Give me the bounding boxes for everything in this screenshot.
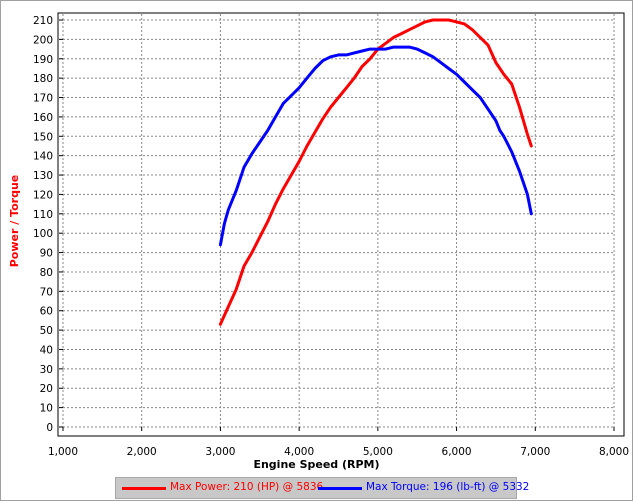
- series-line-0: [218, 18, 533, 326]
- y-axis-label: Power / Torque: [8, 174, 21, 268]
- y-tick-label: 10: [40, 403, 53, 415]
- legend-label-power: Max Power: 210 (HP) @ 5836: [170, 481, 324, 493]
- grid-lines: [62, 14, 615, 428]
- y-tick-label: 160: [33, 112, 53, 124]
- x-tick-label: 6,000: [442, 446, 472, 458]
- chart-plot: 0 10 20 30 40 50 60 70 80 90 100 110 120 130 140 150 160…: [33, 12, 629, 458]
- x-tick-label: 1,000: [48, 446, 78, 458]
- y-tick-label: 140: [33, 151, 53, 163]
- x-axis-label: Engine Speed (RPM): [253, 458, 380, 471]
- y-tick-label: 190: [33, 54, 53, 66]
- legend-label-torque: Max Torque: 196 (lb-ft) @ 5332: [366, 481, 530, 493]
- y-tick-label: 170: [33, 93, 53, 105]
- y-tick-label: 70: [40, 286, 53, 298]
- y-tick-label: 110: [33, 209, 53, 221]
- legend: Max Power: 210 (HP) @ 5836 Max Torque: 1…: [115, 477, 529, 499]
- y-tick-label: 60: [40, 306, 53, 318]
- y-tick-label: 20: [40, 383, 53, 395]
- x-tick-label: 7,000: [520, 446, 550, 458]
- legend-swatch-power: [122, 487, 166, 490]
- y-tick-label: 40: [40, 344, 53, 356]
- y-tick-label: 50: [40, 325, 53, 337]
- x-tick-label: 8,000: [599, 446, 629, 458]
- y-tick-label: 180: [33, 73, 53, 85]
- series-line-1: [218, 45, 533, 247]
- y-tick-label: 80: [40, 267, 53, 279]
- y-tick-label: 30: [40, 364, 53, 376]
- y-axis-ticks: 0 10 20 30 40 50 60 70 80 90 100 110 120 130 140 150 160…: [33, 15, 63, 434]
- y-tick-label: 120: [33, 189, 53, 201]
- x-axis-ticks: 1,000 2,000 3,000 4,000 5,000 6,000 7,000 8,000: [48, 427, 629, 458]
- x-tick-label: 2,000: [127, 446, 157, 458]
- y-tick-label: 150: [33, 131, 53, 143]
- y-tick-label: 100: [33, 228, 53, 240]
- x-tick-label: 5,000: [363, 446, 393, 458]
- x-tick-label: 3,000: [205, 446, 235, 458]
- x-tick-label: 4,000: [284, 446, 314, 458]
- y-tick-label: 210: [33, 15, 53, 27]
- legend-swatch-torque: [318, 487, 362, 490]
- series-lines: [218, 18, 533, 326]
- y-tick-label: 200: [33, 34, 53, 46]
- y-tick-label: 90: [40, 248, 53, 260]
- y-tick-label: 0: [46, 422, 53, 434]
- plot-area: [57, 12, 625, 437]
- y-tick-label: 130: [33, 170, 53, 182]
